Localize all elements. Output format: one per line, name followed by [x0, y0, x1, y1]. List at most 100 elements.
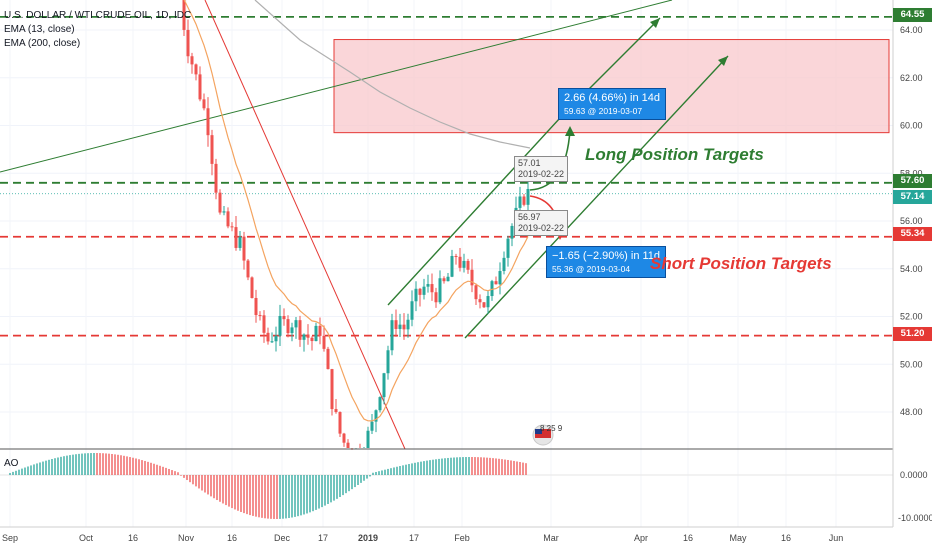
candle-body [506, 238, 510, 258]
candle-body [190, 56, 194, 65]
time-tick-label: Apr [634, 533, 648, 543]
time-tick-label: Feb [454, 533, 470, 543]
candle-body [398, 324, 402, 329]
price-tag-51-20: 51.20 [893, 327, 932, 341]
ao-tick-label: -10.0000 [898, 513, 932, 523]
candle-body [386, 350, 390, 374]
candle-body [522, 196, 526, 205]
events-label: 8 25 9 [540, 424, 563, 433]
candle-body [270, 341, 274, 343]
candle-body [222, 211, 226, 213]
candles [182, 0, 530, 450]
candle-body [426, 284, 430, 287]
candle-body [290, 327, 294, 334]
candle-body [214, 163, 218, 193]
candle-body [218, 192, 222, 213]
candle-body [406, 319, 410, 330]
candle-body [258, 315, 262, 317]
long-target-callout[interactable]: 2.66 (4.66%) in 14d 59.63 @ 2019-03-07 [558, 88, 667, 120]
events-marker[interactable] [532, 424, 554, 446]
candle-body [230, 226, 234, 228]
candle-body [278, 315, 282, 336]
time-tick-label: Nov [178, 533, 195, 543]
candle-body [502, 257, 506, 272]
candle-body [498, 271, 502, 285]
ao-tick-label: 0.0000 [900, 470, 928, 480]
time-tick-label: 16 [128, 533, 138, 543]
candle-body [390, 320, 394, 351]
candle-body [198, 74, 202, 100]
price-tick-label: 64.00 [900, 25, 923, 35]
candle-body [234, 227, 238, 248]
candle-body [346, 442, 350, 448]
candle-body [418, 288, 422, 295]
candle-body [462, 260, 466, 268]
candle-body [202, 99, 206, 109]
candle-body [338, 412, 342, 434]
channel-lower-arrowhead [718, 56, 728, 66]
time-tick-label: Dec [274, 533, 291, 543]
candle-body [306, 334, 310, 338]
low-label: 56.97 2019-02-22 [514, 210, 569, 236]
time-tick-label: 16 [781, 533, 791, 543]
candle-body [282, 315, 286, 320]
price-tick-label: 58.00 [900, 168, 923, 178]
ema-lines [183, 0, 531, 422]
candle-body [342, 433, 346, 443]
time-tick-label: 17 [318, 533, 328, 543]
channel-lower-line [464, 55, 729, 339]
time-tick-label: 2019 [358, 533, 378, 543]
candle-body [466, 260, 470, 270]
candle-body [422, 286, 426, 295]
short-target-callout[interactable]: −1.65 (−2.90%) in 11d 55.36 @ 2019-03-04 [546, 246, 667, 278]
candle-body [182, 0, 186, 30]
price-tag-55-34: 55.34 [893, 227, 932, 241]
ao-label: AO [4, 458, 19, 469]
candle-body [494, 281, 498, 285]
candle-body [434, 292, 438, 303]
time-tick-label: Mar [543, 533, 559, 543]
candle-body [206, 108, 210, 136]
candle-body [254, 297, 258, 316]
candle-body [334, 409, 338, 413]
candle-body [246, 260, 250, 278]
candle-body [286, 319, 290, 334]
low-value: 56.97 [518, 212, 541, 222]
candle-body [470, 269, 474, 286]
time-tick-label: Sep [2, 533, 18, 543]
long-targets-annotation: Long Position Targets [585, 145, 764, 164]
candle-body [298, 320, 302, 340]
candle-body [454, 256, 458, 258]
candle-body [310, 337, 314, 342]
candle-body [210, 135, 214, 164]
price-tick-label: 60.00 [900, 121, 923, 131]
time-tick-label: 16 [227, 533, 237, 543]
short-callout-change: −1.65 (−2.90%) in 11d [552, 250, 661, 262]
candle-body [478, 299, 482, 303]
candle-body [330, 369, 334, 410]
candle-body [314, 325, 318, 342]
high-value: 57.01 [518, 158, 541, 168]
legend-ema200: EMA (200, close) [4, 38, 81, 49]
high-label: 57.01 2019-02-22 [514, 156, 569, 182]
ao-histogram: 0.0000 -10.0000 [0, 453, 932, 523]
price-tick-label: 50.00 [900, 359, 923, 369]
channel-upper-line [387, 117, 561, 306]
time-tick-label: 17 [409, 533, 419, 543]
candle-body [262, 315, 266, 333]
price-tag-64-55: 64.55 [893, 8, 932, 22]
long-curve-arrowhead [565, 126, 575, 136]
candle-body [326, 348, 330, 370]
long-callout-target: 59.63 @ 2019-03-07 [564, 106, 643, 116]
candle-body [518, 196, 522, 208]
candle-body [238, 236, 242, 248]
short-callout-target: 55.36 @ 2019-03-04 [552, 264, 631, 274]
candle-body [482, 302, 486, 308]
price-tick-label: 62.00 [900, 73, 923, 83]
candle-body [226, 211, 230, 227]
candle-body [382, 373, 386, 398]
legend-ema13: EMA (13, close) [4, 24, 75, 35]
trend-lines [0, 0, 729, 450]
candle-body [302, 334, 306, 340]
